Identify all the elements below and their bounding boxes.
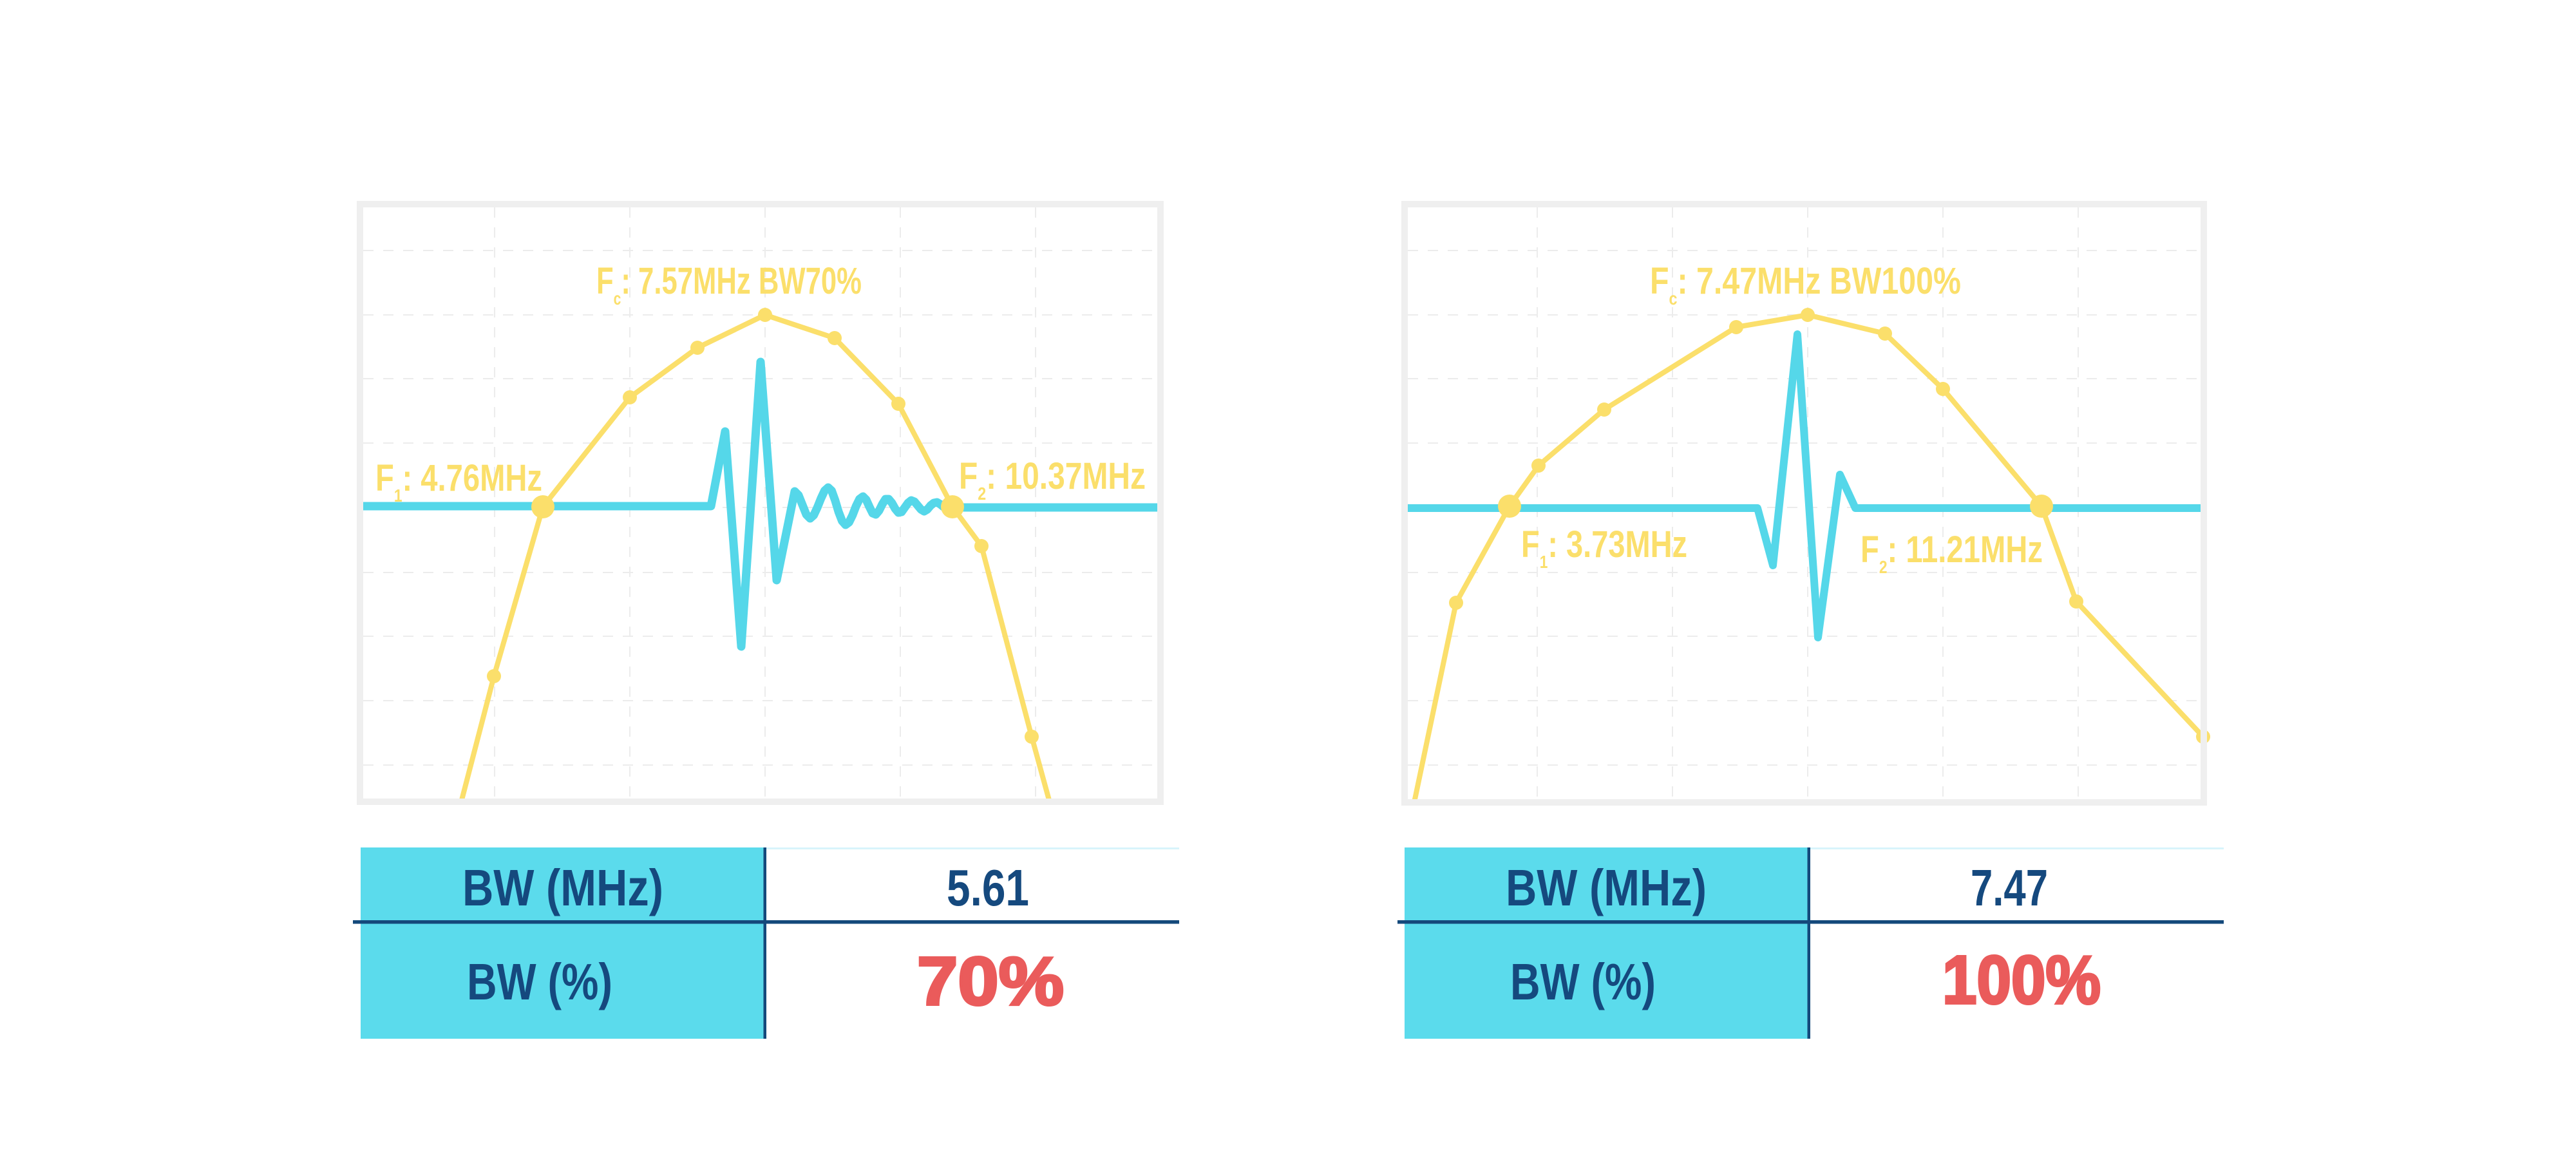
svg-text:F2: 11.21MHz: F2: 11.21MHz: [1861, 529, 2043, 577]
svg-text:Fc: 7.47MHz BW100%: Fc: 7.47MHz BW100%: [1650, 260, 1961, 308]
svg-text:BW (%): BW (%): [1510, 953, 1656, 1010]
svg-text:Fc: 7.57MHz BW70%: Fc: 7.57MHz BW70%: [596, 260, 862, 308]
svg-text:7.47: 7.47: [1971, 859, 2048, 916]
svg-text:70%: 70%: [917, 943, 1064, 1019]
svg-text:BW (MHz): BW (MHz): [462, 859, 663, 916]
svg-text:100%: 100%: [1942, 942, 2101, 1018]
svg-text:BW (MHz): BW (MHz): [1506, 859, 1707, 916]
svg-text:5.61: 5.61: [947, 859, 1029, 916]
svg-text:BW (%): BW (%): [467, 953, 612, 1010]
svg-text:F2: 10.37MHz: F2: 10.37MHz: [959, 455, 1146, 504]
svg-text:F1: 4.76MHz: F1: 4.76MHz: [375, 457, 542, 506]
svg-text:F1: 3.73MHz: F1: 3.73MHz: [1521, 524, 1687, 572]
